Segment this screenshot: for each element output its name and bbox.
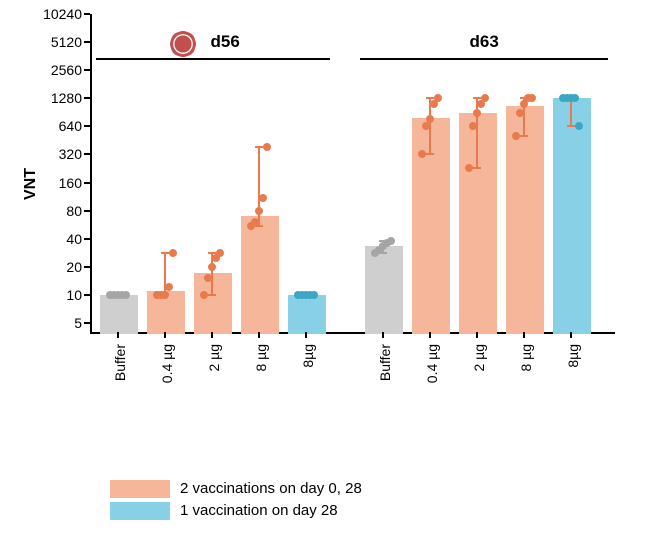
- error-bar: [570, 98, 572, 126]
- ytick-label: 640: [32, 118, 82, 134]
- y-axis-line: [90, 14, 92, 332]
- x-label: 0.4 µg: [159, 344, 175, 383]
- ytick-mark: [84, 69, 90, 71]
- xtick-mark: [429, 332, 431, 338]
- data-point: [434, 94, 442, 102]
- chart-bar: [365, 246, 403, 334]
- x-label: 0.4 µg: [424, 344, 440, 383]
- error-cap: [567, 125, 575, 127]
- data-point: [516, 109, 524, 117]
- chart-bar: [506, 106, 544, 334]
- data-point: [473, 109, 481, 117]
- x-label: Buffer: [112, 344, 128, 381]
- ytick-mark: [84, 97, 90, 99]
- ytick-label: 10240: [32, 6, 82, 22]
- chart-bar: [100, 295, 138, 334]
- data-point: [208, 263, 216, 271]
- chart-bar: [553, 98, 591, 334]
- data-point: [263, 143, 271, 151]
- ytick-mark: [84, 322, 90, 324]
- xtick-mark: [476, 332, 478, 338]
- legend-text-two-dose: 2 vaccinations on day 0, 28: [180, 480, 362, 497]
- x-label: Buffer: [377, 344, 393, 381]
- data-point: [169, 249, 177, 257]
- panel-rule: [360, 58, 608, 60]
- x-label: 2 µg: [471, 344, 487, 372]
- error-cap: [426, 153, 434, 155]
- chart-area: VNT 51020408016032064012802560512010240 …: [0, 0, 650, 554]
- data-point: [255, 207, 263, 215]
- error-cap: [255, 146, 263, 148]
- ytick-label: 40: [32, 231, 82, 247]
- panel-title: d56: [211, 32, 240, 52]
- xtick-mark: [211, 332, 213, 338]
- chart-bar: [412, 118, 450, 334]
- ytick-label: 160: [32, 175, 82, 191]
- data-point: [528, 94, 536, 102]
- xtick-mark: [258, 332, 260, 338]
- ytick-label: 10: [32, 287, 82, 303]
- ytick-mark: [84, 182, 90, 184]
- xtick-mark: [382, 332, 384, 338]
- xtick-mark: [164, 332, 166, 338]
- ytick-mark: [84, 153, 90, 155]
- data-point: [122, 291, 130, 299]
- error-cap: [208, 294, 216, 296]
- ytick-label: 80: [32, 203, 82, 219]
- legend-text-one-dose: 1 vaccination on day 28: [180, 502, 338, 519]
- data-point: [310, 291, 318, 299]
- ytick-mark: [84, 238, 90, 240]
- xtick-mark: [523, 332, 525, 338]
- ytick-label: 5: [32, 315, 82, 331]
- data-point: [200, 291, 208, 299]
- ytick-mark: [84, 125, 90, 127]
- error-cap: [473, 97, 481, 99]
- ytick-label: 5120: [32, 34, 82, 50]
- chart-bar: [241, 216, 279, 334]
- error-cap: [426, 97, 434, 99]
- error-cap: [161, 252, 169, 254]
- chart-bar: [194, 273, 232, 334]
- ytick-mark: [84, 266, 90, 268]
- data-point: [465, 164, 473, 172]
- x-label: 8 µg: [253, 344, 269, 372]
- ytick-mark: [84, 294, 90, 296]
- error-cap: [520, 135, 528, 137]
- x-label: 8 µg: [518, 344, 534, 372]
- panel-rule: [96, 58, 330, 60]
- ytick-mark: [84, 13, 90, 15]
- ytick-mark: [84, 41, 90, 43]
- data-point: [216, 249, 224, 257]
- data-point: [259, 194, 267, 202]
- x-label: 8µg: [300, 344, 316, 368]
- ytick-label: 1280: [32, 90, 82, 106]
- error-cap: [473, 167, 481, 169]
- ytick-label: 2560: [32, 62, 82, 78]
- chart-bar: [288, 295, 326, 334]
- data-point: [481, 94, 489, 102]
- x-label: 2 µg: [206, 344, 222, 372]
- xtick-mark: [117, 332, 119, 338]
- ytick-label: 320: [32, 146, 82, 162]
- data-point: [387, 237, 395, 245]
- panel-title: d63: [470, 32, 499, 52]
- legend-swatch-two-dose: [110, 480, 170, 498]
- xtick-mark: [570, 332, 572, 338]
- xtick-mark: [305, 332, 307, 338]
- virus-icon: [173, 34, 193, 54]
- data-point: [161, 291, 169, 299]
- ytick-label: 20: [32, 259, 82, 275]
- x-label: 8µg: [565, 344, 581, 368]
- legend-swatch-one-dose: [110, 502, 170, 520]
- chart-bar: [459, 113, 497, 334]
- ytick-mark: [84, 210, 90, 212]
